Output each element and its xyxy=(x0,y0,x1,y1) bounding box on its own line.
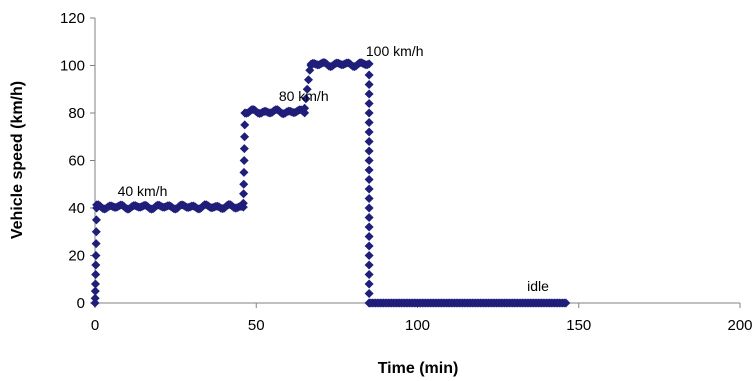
annotations: 40 km/h 80 km/h 100 km/h idle xyxy=(118,43,550,294)
data-point xyxy=(300,108,310,118)
data-point xyxy=(561,298,571,308)
data-point xyxy=(364,222,374,232)
data-point xyxy=(364,194,374,203)
data-point xyxy=(91,239,101,249)
data-point xyxy=(91,270,101,279)
data-point xyxy=(91,215,101,225)
x-tick-label: 150 xyxy=(566,317,591,334)
data-point xyxy=(238,198,248,208)
data-point xyxy=(239,144,249,154)
data-point xyxy=(90,279,100,289)
data-point xyxy=(364,213,374,222)
data-point xyxy=(302,84,312,94)
annotation-label: 40 km/h xyxy=(118,183,168,199)
data-point xyxy=(364,156,374,165)
data-point xyxy=(364,279,374,289)
data-point xyxy=(91,251,101,260)
data-point xyxy=(239,167,249,177)
annotation-label: idle xyxy=(527,278,549,294)
data-point xyxy=(364,184,374,194)
x-tick-label: 0 xyxy=(91,317,99,334)
data-points xyxy=(90,57,571,308)
data-point xyxy=(303,75,313,85)
ticks: 0 20 40 60 80 100 120 0 50 100 150 200 xyxy=(60,10,753,334)
annotation-label: 100 km/h xyxy=(366,43,424,59)
y-axis-title: Vehicle speed (km/h) xyxy=(9,81,26,239)
data-point xyxy=(239,156,249,165)
data-point xyxy=(364,118,374,127)
data-point xyxy=(364,165,374,175)
data-point xyxy=(364,137,374,146)
data-point xyxy=(364,251,374,260)
data-point xyxy=(364,270,374,279)
data-point xyxy=(364,108,374,118)
x-tick-label: 200 xyxy=(727,317,752,334)
data-point xyxy=(364,89,374,99)
data-point xyxy=(90,293,100,303)
data-point xyxy=(364,99,374,108)
data-point xyxy=(364,175,374,184)
data-point xyxy=(364,203,374,213)
y-tick-label: 20 xyxy=(68,248,85,265)
y-tick-label: 120 xyxy=(60,10,85,27)
data-point xyxy=(301,94,311,104)
data-point xyxy=(91,227,101,237)
y-tick-label: 40 xyxy=(68,200,85,217)
x-tick-label: 100 xyxy=(405,317,430,334)
data-point xyxy=(364,289,374,298)
data-point xyxy=(364,80,374,89)
annotation-label: 80 km/h xyxy=(279,88,329,104)
data-point xyxy=(364,260,374,270)
data-point xyxy=(364,146,374,156)
data-point xyxy=(90,298,100,308)
y-tick-label: 60 xyxy=(68,153,85,170)
data-point xyxy=(364,59,374,69)
y-tick-label: 80 xyxy=(68,105,85,122)
data-point xyxy=(240,132,250,142)
data-point xyxy=(239,179,249,189)
data-point xyxy=(364,232,374,241)
data-point xyxy=(90,286,100,296)
data-point xyxy=(364,127,374,137)
y-tick-label: 100 xyxy=(60,58,85,75)
axes xyxy=(94,18,740,304)
data-point xyxy=(91,260,101,270)
data-point xyxy=(364,241,374,251)
data-point xyxy=(240,120,250,130)
y-tick-label: 0 xyxy=(77,295,85,312)
data-point xyxy=(239,189,249,199)
x-tick-label: 50 xyxy=(248,317,265,334)
x-axis-title: Time (min) xyxy=(378,360,459,377)
data-point xyxy=(364,70,374,80)
data-point xyxy=(300,103,310,113)
